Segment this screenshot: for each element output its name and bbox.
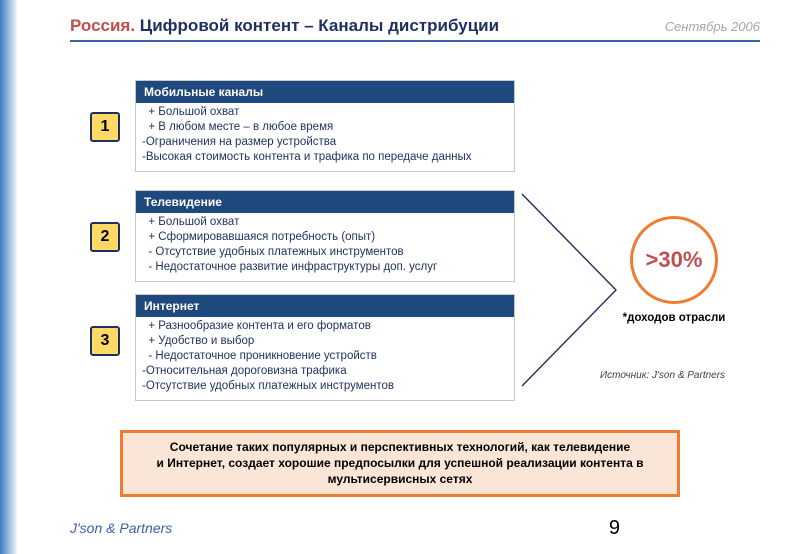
summary-line2: и Интернет, создает хорошие предпосылки … bbox=[133, 455, 667, 487]
channel-block-title: Интернет bbox=[136, 295, 514, 317]
channel-block-1: Мобильные каналы + Большой охват + В люб… bbox=[135, 80, 515, 172]
channel-line: + Большой охват bbox=[142, 215, 508, 230]
channel-block-title: Мобильные каналы bbox=[136, 81, 514, 103]
channel-line: + Разнообразие контента и его форматов bbox=[142, 319, 508, 334]
summary-line1: Сочетание таких популярных и перспективн… bbox=[133, 439, 667, 455]
bracket-connector bbox=[520, 192, 620, 388]
channel-block-3: Интернет + Разнообразие контента и его ф… bbox=[135, 294, 515, 401]
channel-badge-2: 2 bbox=[90, 222, 120, 252]
slide-date: Сентябрь 2006 bbox=[665, 19, 760, 34]
percent-value: >30% bbox=[646, 249, 703, 271]
channel-line: + В любом месте – в любое время bbox=[142, 120, 508, 135]
channel-line: + Сформировавшаяся потребность (опыт) bbox=[142, 230, 508, 245]
channel-block-body: + Разнообразие контента и его форматов +… bbox=[136, 317, 514, 400]
percent-circle: >30% bbox=[630, 216, 718, 304]
footer-brand: J'son & Partners bbox=[70, 520, 172, 536]
channel-block-body: + Большой охват + Сформировавшаяся потре… bbox=[136, 213, 514, 281]
channel-badge-3: 3 bbox=[90, 326, 120, 356]
header-rule bbox=[70, 40, 760, 42]
channel-line: - Отсутствие удобных платежных инструмен… bbox=[142, 245, 508, 260]
channel-line: + Большой охват bbox=[142, 105, 508, 120]
channel-block-2: Телевидение + Большой охват + Сформирова… bbox=[135, 190, 515, 282]
channel-block-body: + Большой охват + В любом месте – в любо… bbox=[136, 103, 514, 171]
channel-line: + Удобство и выбор bbox=[142, 334, 508, 349]
slide-title: Россия. Цифровой контент – Каналы дистри… bbox=[70, 16, 499, 36]
channel-line: -Отсутствие удобных платежных инструмент… bbox=[142, 379, 508, 394]
source-citation: Источник: J'son & Partners bbox=[600, 370, 725, 381]
channel-line: -Высокая стоимость контента и трафика по… bbox=[142, 150, 508, 165]
channel-line: -Относительная дороговизна трафика bbox=[142, 364, 508, 379]
channel-block-title: Телевидение bbox=[136, 191, 514, 213]
channel-line: - Недостаточное проникновение устройств bbox=[142, 349, 508, 364]
left-gradient bbox=[0, 0, 18, 554]
channel-line: -Ограничения на размер устройства bbox=[142, 135, 508, 150]
channel-badge-1: 1 bbox=[90, 112, 120, 142]
percent-sub: *доходов отрасли bbox=[604, 312, 744, 324]
summary-box: Сочетание таких популярных и перспективн… bbox=[120, 430, 680, 497]
title-red-part: Россия. bbox=[70, 16, 135, 35]
channel-line: - Недостаточное развитие инфраструктуры … bbox=[142, 260, 508, 275]
title-navy-part: Цифровой контент – Каналы дистрибуции bbox=[135, 16, 499, 35]
page-number: 9 bbox=[609, 517, 620, 540]
slide-header: Россия. Цифровой контент – Каналы дистри… bbox=[70, 16, 760, 36]
